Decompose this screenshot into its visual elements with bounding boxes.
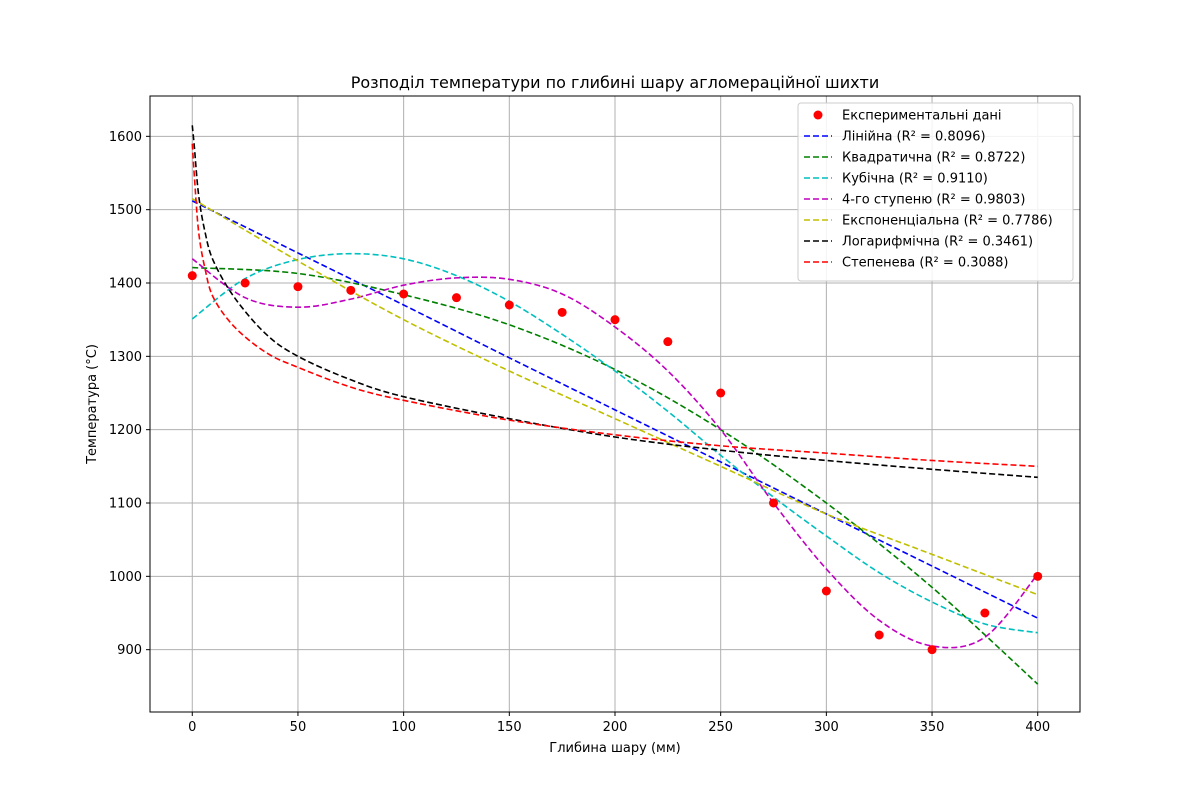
x-axis-ticks: 0 50 100 150 200 250 300 350 400	[188, 712, 1050, 735]
fit-curve-2	[192, 266, 1039, 685]
x-tick-label: 50	[290, 720, 307, 735]
data-point	[874, 630, 884, 640]
data-point	[610, 315, 620, 325]
x-tick-label: 200	[603, 720, 628, 735]
data-point	[187, 271, 197, 281]
x-tick-label: 400	[1025, 720, 1050, 735]
legend-marker-scatter	[813, 110, 823, 120]
data-point	[557, 307, 567, 317]
y-tick-label: 1500	[109, 203, 142, 218]
x-tick-label: 0	[188, 720, 196, 735]
data-point	[451, 293, 461, 303]
data-point	[927, 645, 937, 655]
y-tick-label: 1300	[109, 350, 142, 365]
fit-curve-6	[191, 125, 1038, 479]
x-axis-label: Глибина шару (мм)	[549, 741, 680, 756]
fit-curve-5	[191, 197, 1039, 596]
legend-label: Лінійна (R² = 0.8096)	[842, 130, 986, 145]
x-tick-label: 150	[497, 720, 522, 735]
legend-label: Квадратична (R² = 0.8722)	[842, 151, 1025, 166]
data-point	[504, 300, 514, 310]
y-tick-label: 1100	[109, 497, 142, 512]
data-point	[1033, 571, 1043, 581]
data-point	[663, 337, 673, 347]
y-axis-label: Температура (°C)	[85, 344, 100, 465]
x-tick-label: 100	[391, 720, 416, 735]
data-point	[346, 285, 356, 295]
chart-title: Розподіл температури по глибині шару агл…	[351, 73, 880, 92]
fit-curve-3	[191, 252, 1038, 634]
legend-label: 4-го ступеню (R² = 0.9803)	[842, 193, 1025, 208]
y-tick-label: 1000	[109, 570, 142, 585]
fit-curve-1	[191, 200, 1039, 619]
grid	[150, 96, 1080, 712]
y-axis-ticks: 900 1000 1100 1200 1300 1400 1500 1600	[109, 130, 150, 658]
y-tick-label: 1600	[109, 130, 142, 145]
x-tick-label: 350	[920, 720, 945, 735]
data-point	[399, 289, 409, 299]
data-point	[716, 388, 726, 398]
legend: Експериментальні дані Лінійна (R² = 0.809…	[797, 102, 1074, 282]
legend-label: Експоненціальна (R² = 0.7786)	[842, 214, 1053, 229]
legend-box	[797, 102, 1074, 282]
data-point	[821, 586, 831, 596]
x-tick-label: 300	[814, 720, 839, 735]
data-point	[769, 498, 779, 508]
legend-label: Логарифмічна (R² = 0.3461)	[842, 235, 1033, 250]
legend-label: Експериментальні дані	[842, 109, 1002, 124]
data-points	[187, 271, 1043, 655]
legend-label: Кубічна (R² = 0.9110)	[842, 172, 988, 187]
y-tick-label: 1200	[109, 423, 142, 438]
fit-curve-7	[191, 143, 1038, 468]
y-tick-label: 1400	[109, 277, 142, 292]
fit-curve-4	[191, 258, 1039, 649]
fit-curves	[191, 125, 1039, 685]
x-tick-label: 250	[708, 720, 733, 735]
data-point	[980, 608, 990, 618]
data-point	[293, 282, 303, 292]
y-tick-label: 900	[117, 643, 142, 658]
data-point	[240, 278, 250, 288]
legend-label: Степенева (R² = 0.3088)	[842, 256, 1008, 271]
